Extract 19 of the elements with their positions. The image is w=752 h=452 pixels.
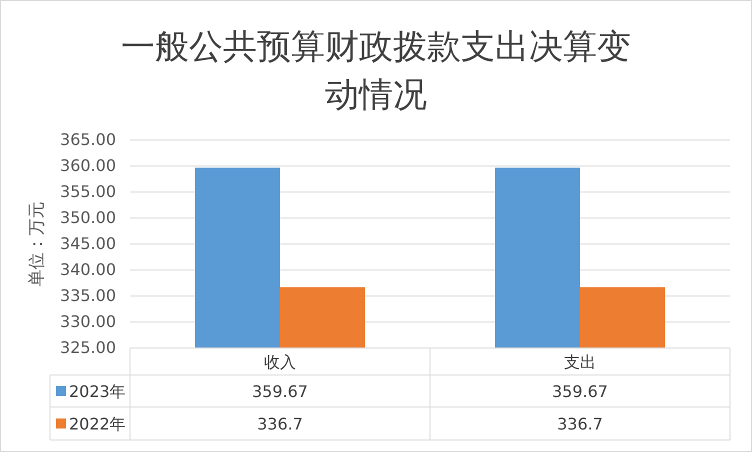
y-tick-label: 350.00	[60, 208, 116, 228]
data-label: 359.67	[252, 382, 308, 401]
y-tick-label: 355.00	[60, 182, 116, 202]
legend-label: 2022年	[69, 414, 126, 434]
data-label: 359.67	[552, 382, 608, 401]
data-label: 336.7	[557, 414, 603, 434]
y-tick-label: 345.00	[60, 234, 116, 254]
y-axis-title: 单位：万元	[27, 202, 47, 286]
x-tick-label: 收入	[264, 352, 296, 372]
y-tick-label: 365.00	[60, 130, 116, 150]
legend-label: 2023年	[69, 382, 126, 401]
x-tick-label: 支出	[564, 352, 596, 372]
y-tick-label: 325.00	[60, 338, 116, 358]
data-label: 336.7	[257, 414, 303, 434]
y-tick-label: 360.00	[60, 156, 116, 176]
y-tick-label: 335.00	[60, 286, 116, 306]
y-tick-label: 340.00	[60, 260, 116, 280]
y-tick-label: 330.00	[60, 312, 116, 332]
chart-title: 一般公共预算财政拨款支出决算变动情况	[121, 27, 631, 115]
